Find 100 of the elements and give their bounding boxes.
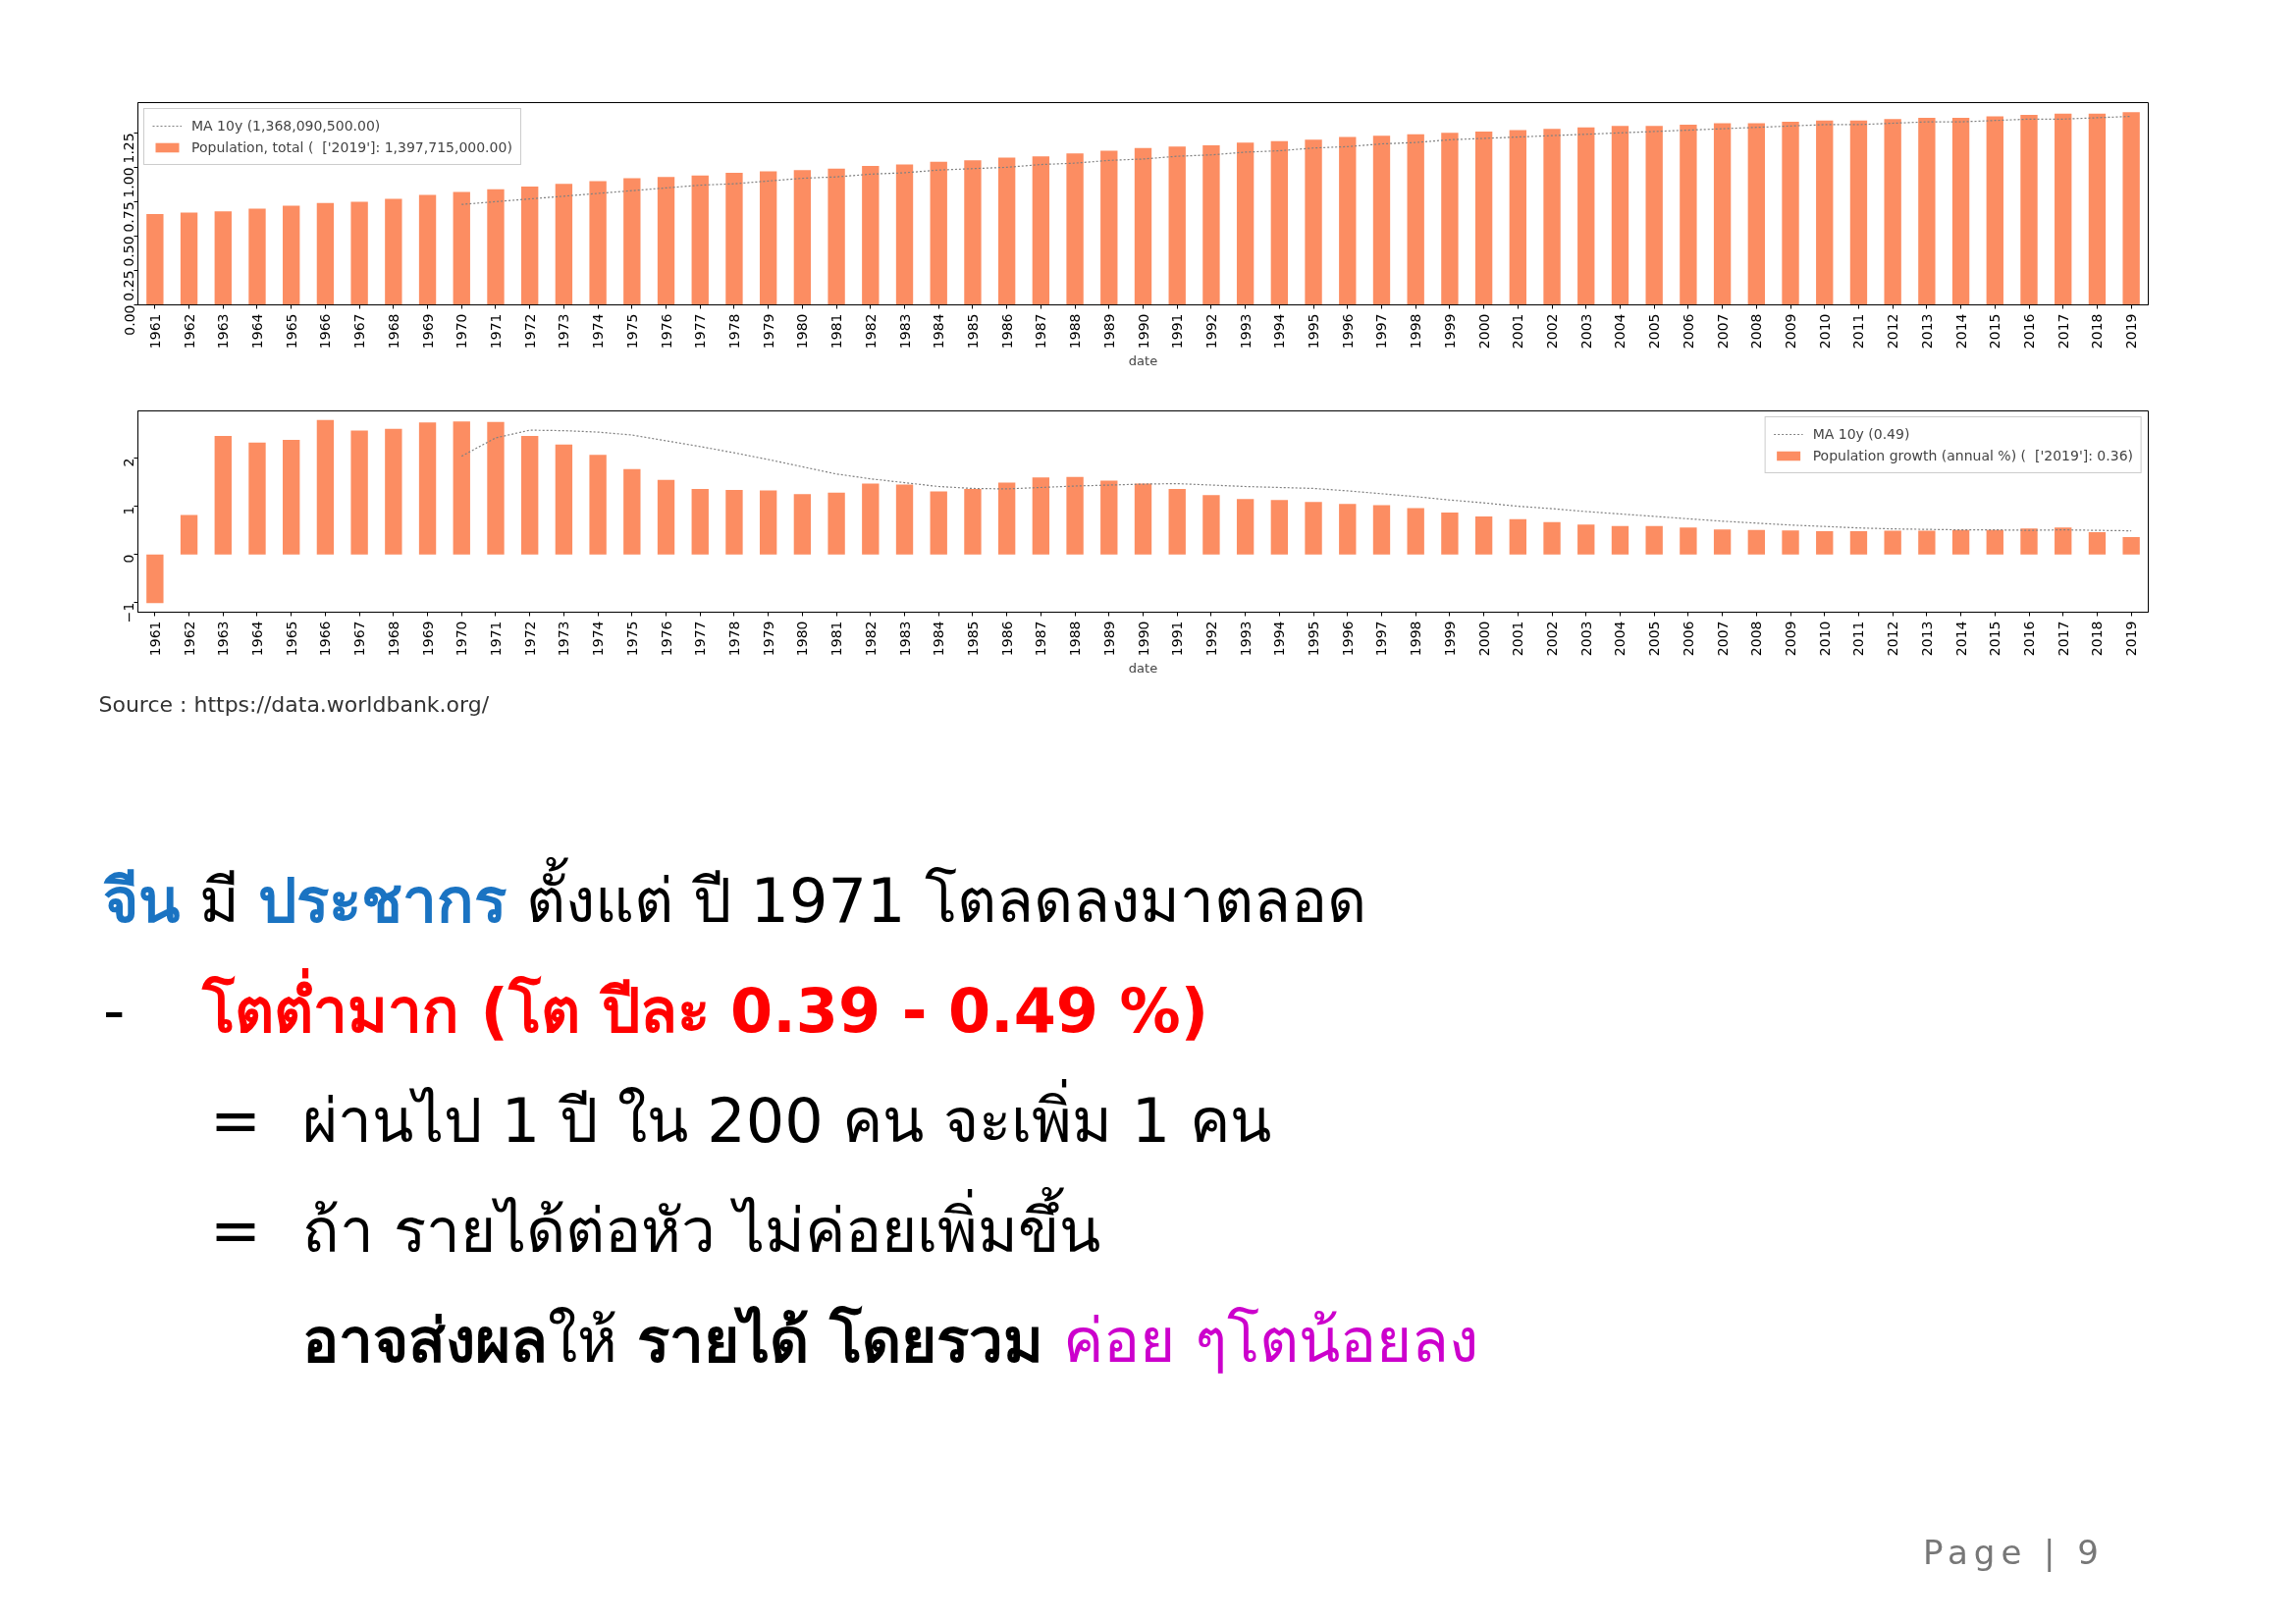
x-tick-label: 1987 [1033, 313, 1049, 350]
x-tick-label: 2015 [1987, 621, 2003, 657]
x-tick-label: 1974 [590, 313, 607, 350]
x-tick-label: 2015 [1987, 313, 2003, 350]
text: ค่อย ๆโตน้อยลง [1063, 1305, 1478, 1377]
x-tick-label: 1973 [556, 313, 572, 350]
x-tick-label: 1988 [1067, 313, 1084, 350]
x-tick-label: 1964 [248, 621, 265, 657]
x-tick-label: 1965 [283, 621, 299, 657]
y-tick-label: 0.50 [121, 236, 137, 267]
y-tick-label: 1 [121, 506, 137, 515]
y-tick-label: −1 [121, 602, 137, 623]
x-tick-label: 2000 [1475, 313, 1492, 350]
y-tick-label: 1.00 [121, 167, 137, 198]
x-tick-label: 1981 [828, 313, 845, 350]
y-tick-label: 0.75 [121, 201, 137, 233]
x-tick-label: 1988 [1067, 621, 1084, 657]
x-tick-label: 2011 [1850, 621, 1867, 657]
x-tick-label: 1997 [1373, 313, 1390, 350]
x-tick-label: 2008 [1748, 621, 1765, 657]
x-tick-label: 2003 [1577, 313, 1594, 350]
text: - [103, 975, 126, 1047]
x-tick-label: 2010 [1816, 621, 1833, 657]
x-tick-label: 1999 [1441, 313, 1458, 350]
x-tick-label: 1965 [283, 313, 299, 350]
x-tick-label: 1996 [1339, 621, 1356, 657]
x-tick-label: 1986 [998, 313, 1015, 350]
x-tick-label: 2012 [1885, 313, 1901, 350]
x-tick-label: 1970 [454, 313, 470, 350]
x-tick-label: 2001 [1510, 313, 1526, 350]
text: มี [198, 865, 240, 937]
x-tick-label: 1987 [1033, 621, 1049, 657]
x-tick-label: 1971 [487, 313, 504, 350]
x-tick-label: 1970 [454, 621, 470, 657]
x-tick-label: 1992 [1202, 313, 1219, 350]
x-tick-label: 1979 [760, 621, 776, 657]
x-tick-label: 1989 [1100, 621, 1117, 657]
x-tick-label: 1966 [317, 313, 334, 350]
x-tick-label: 1972 [521, 621, 538, 657]
x-tick-label: 2016 [2021, 621, 2038, 657]
y-tick-label: 1.25 [121, 133, 137, 164]
x-tick-label: 2009 [1783, 313, 1799, 350]
x-tick-label: 2011 [1850, 313, 1867, 350]
x-tick-label: 1968 [385, 313, 401, 350]
y-tick-label: 0 [121, 554, 137, 564]
legend-label: MA 10y (1,368,090,500.00) [191, 117, 381, 135]
x-tick-label: 1977 [692, 621, 709, 657]
x-tick-label: 1985 [964, 621, 981, 657]
x-tick-label: 1998 [1408, 621, 1424, 657]
x-tick-label: 1985 [964, 313, 981, 350]
x-tick-label: 2003 [1577, 621, 1594, 657]
source-note: Source : https://data.worldbank.org/ [98, 691, 490, 717]
x-axis-title: date [1128, 661, 1158, 677]
x-tick-label: 1982 [862, 313, 879, 350]
x-tick-label: 2009 [1783, 621, 1799, 657]
x-tick-label: 2013 [1918, 621, 1935, 657]
x-tick-label: 2012 [1885, 621, 1901, 657]
x-tick-label: 2002 [1544, 621, 1561, 657]
x-tick-label: 2000 [1475, 621, 1492, 657]
text: ประชากร [258, 865, 507, 937]
x-tick-label: 2016 [2021, 313, 2038, 350]
x-tick-label: 1984 [931, 313, 947, 350]
y-tick-label: 2 [121, 458, 137, 467]
x-tick-label: 1975 [623, 313, 640, 350]
x-tick-label: 2008 [1748, 313, 1765, 350]
x-tick-label: 1990 [1135, 621, 1151, 657]
x-tick-label: 2004 [1612, 313, 1629, 350]
x-tick-label: 2014 [1952, 313, 1969, 350]
x-tick-label: 1982 [862, 621, 879, 657]
x-tick-label: 2005 [1646, 621, 1663, 657]
x-tick-label: 1969 [419, 313, 436, 350]
x-tick-label: 1977 [692, 313, 709, 350]
text: จีน [103, 865, 180, 937]
y-tick-label: 0.25 [121, 270, 137, 301]
x-tick-label: 1980 [794, 313, 811, 350]
x-tick-label: 1993 [1237, 621, 1254, 657]
x-tick-label: 1980 [794, 621, 811, 657]
x-tick-label: 2004 [1612, 621, 1629, 657]
x-tick-label: 2013 [1918, 313, 1935, 350]
x-tick-label: 1976 [658, 621, 674, 657]
x-tick-label: 1994 [1271, 313, 1288, 350]
x-tick-label: 1962 [181, 313, 197, 350]
x-tick-label: 1998 [1408, 313, 1424, 350]
x-tick-label: 2017 [2055, 621, 2071, 657]
x-tick-label: 1979 [760, 313, 776, 350]
x-tick-label: 1991 [1169, 621, 1186, 657]
x-tick-label: 1961 [146, 313, 163, 350]
x-tick-label: 1995 [1306, 313, 1322, 350]
x-tick-label: 2019 [2123, 313, 2140, 350]
x-tick-label: 1983 [896, 621, 913, 657]
x-tick-label: 2018 [2089, 621, 2106, 657]
x-tick-label: 2005 [1646, 313, 1663, 350]
legend-label: Population growth (annual %) ( ['2019']: 0.36) [1812, 447, 2133, 464]
x-tick-label: 2018 [2089, 313, 2106, 350]
x-tick-label: 1989 [1100, 313, 1117, 350]
x-tick-label: 1993 [1237, 313, 1254, 350]
x-tick-label: 1983 [896, 313, 913, 350]
x-tick-label: 1981 [828, 621, 845, 657]
x-tick-label: 1975 [623, 621, 640, 657]
x-tick-label: 1963 [215, 313, 232, 350]
